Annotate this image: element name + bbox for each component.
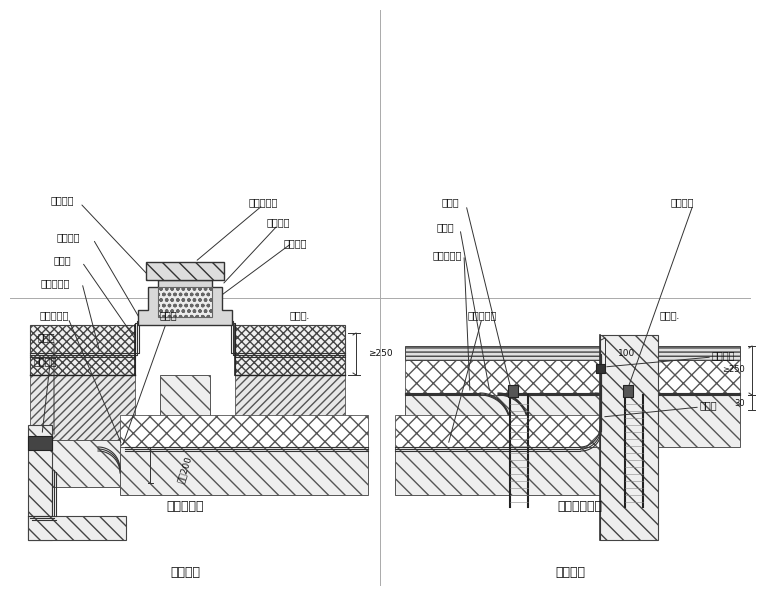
- Text: 空铺200: 空铺200: [176, 455, 194, 484]
- Text: 泡沫塑料: 泡沫塑料: [283, 238, 307, 248]
- Text: 卷材防水层: 卷材防水层: [432, 250, 461, 260]
- Bar: [120, 447, 368, 495]
- Text: 100: 100: [618, 349, 635, 358]
- Text: 屋面槽口: 屋面槽口: [555, 566, 585, 580]
- Text: 密封材料: 密封材料: [34, 356, 58, 366]
- Text: 屋面变形缝: 屋面变形缝: [166, 500, 204, 513]
- Bar: [28, 436, 52, 450]
- Text: 卷材防水层: 卷材防水层: [40, 278, 70, 288]
- Bar: [395, 447, 600, 495]
- Bar: [158, 287, 212, 317]
- Text: 卷材防水层: 卷材防水层: [467, 310, 497, 320]
- Bar: [30, 440, 135, 487]
- Bar: [395, 415, 600, 447]
- Bar: [596, 364, 605, 373]
- Bar: [405, 360, 740, 395]
- Text: 水泥钉: 水泥钉: [38, 332, 55, 342]
- Text: 衬垫材料: 衬垫材料: [50, 195, 74, 205]
- Text: 30: 30: [734, 399, 745, 408]
- Text: ≥250: ≥250: [368, 349, 393, 359]
- Text: 卷材防水层: 卷材防水层: [40, 310, 69, 320]
- Bar: [508, 385, 518, 397]
- Text: 附加层: 附加层: [53, 255, 71, 265]
- Bar: [146, 262, 224, 280]
- Bar: [160, 375, 210, 487]
- Bar: [30, 375, 135, 440]
- Text: 保护层.: 保护层.: [290, 310, 310, 320]
- Bar: [235, 375, 345, 440]
- Text: 附加层: 附加层: [436, 222, 454, 232]
- Text: 屋面檐沟: 屋面檐沟: [170, 566, 200, 580]
- Text: 伸出屋面管道: 伸出屋面管道: [558, 500, 603, 513]
- Bar: [623, 385, 633, 397]
- Bar: [600, 335, 658, 540]
- Text: ≥250: ≥250: [722, 365, 745, 374]
- Text: 混凝土盖板: 混凝土盖板: [249, 197, 277, 207]
- Text: 水泥钉: 水泥钉: [700, 400, 717, 410]
- Text: 密封材料: 密封材料: [712, 350, 736, 360]
- Text: 保护层.: 保护层.: [660, 310, 681, 320]
- Bar: [235, 440, 345, 487]
- Text: 密封材料: 密封材料: [670, 197, 694, 207]
- Bar: [30, 325, 135, 375]
- Bar: [120, 415, 368, 447]
- Text: 附加层: 附加层: [159, 310, 177, 320]
- Text: 卷材封盖: 卷材封盖: [56, 232, 80, 242]
- Bar: [405, 346, 740, 360]
- Bar: [235, 325, 345, 375]
- Text: 水泥砂浆: 水泥砂浆: [266, 217, 290, 227]
- Text: 金属箍: 金属箍: [442, 197, 459, 207]
- Polygon shape: [138, 280, 232, 325]
- Bar: [28, 425, 52, 540]
- Bar: [405, 395, 740, 447]
- Bar: [28, 516, 126, 540]
